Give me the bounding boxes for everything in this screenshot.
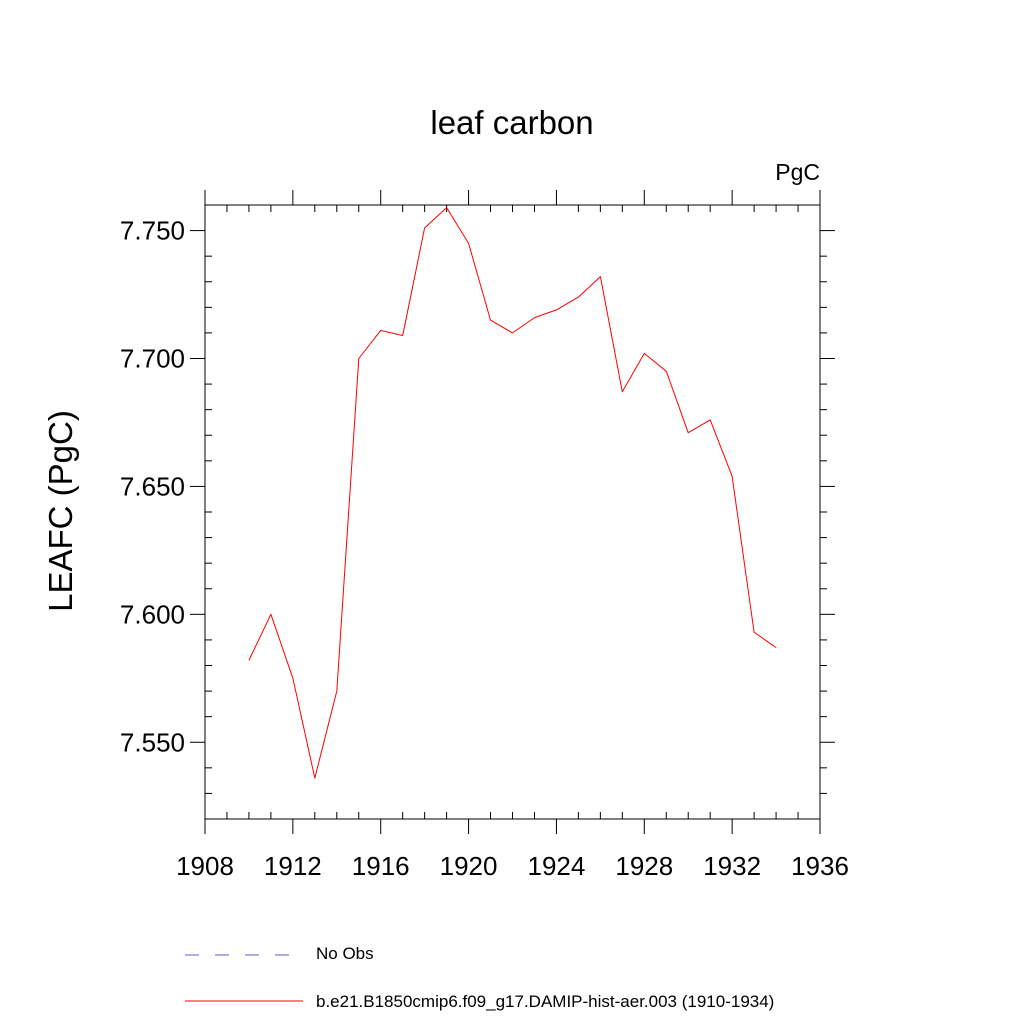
minor-ticks [205, 205, 827, 819]
y-tick-label: 7.600 [120, 599, 185, 629]
y-tick-label: 7.650 [120, 471, 185, 501]
x-tick-label: 1936 [791, 851, 849, 881]
major-ticks [190, 190, 835, 834]
y-tick-label: 7.700 [120, 344, 185, 374]
series-lines [248, 207, 777, 779]
legend-label-no-obs: No Obs [316, 944, 374, 963]
x-tick-labels: 1908 1912 1916 1920 1924 1928 1932 1936 [176, 851, 849, 881]
x-tick-label: 1924 [528, 851, 586, 881]
legend: No Obs b.e21.B1850cmip6.f09_g17.DAMIP-hi… [185, 944, 774, 1011]
y-tick-labels: 7.550 7.600 7.650 7.700 7.750 [120, 216, 185, 758]
series-line [248, 207, 777, 779]
x-tick-label: 1928 [615, 851, 673, 881]
plot-frame [204, 204, 821, 820]
legend-item-model-run: b.e21.B1850cmip6.f09_g17.DAMIP-hist-aer.… [185, 992, 774, 1011]
x-tick-label: 1920 [440, 851, 498, 881]
x-tick-label: 1916 [352, 851, 410, 881]
y-tick-label: 7.750 [120, 216, 185, 246]
x-tick-label: 1932 [703, 851, 761, 881]
y-tick-label: 7.550 [120, 727, 185, 757]
chart-title: leaf carbon [430, 104, 593, 141]
legend-label-model-run: b.e21.B1850cmip6.f09_g17.DAMIP-hist-aer.… [316, 992, 774, 1011]
y-axis-label: LEAFC (PgC) [42, 410, 79, 612]
units-label: PgC [775, 159, 820, 185]
x-tick-label: 1908 [176, 851, 234, 881]
x-tick-label: 1912 [264, 851, 322, 881]
plot-area: 1908 1912 1916 1920 1924 1928 1932 1936 7.5507.… [120, 190, 849, 881]
legend-item-no-obs: No Obs [185, 944, 374, 963]
